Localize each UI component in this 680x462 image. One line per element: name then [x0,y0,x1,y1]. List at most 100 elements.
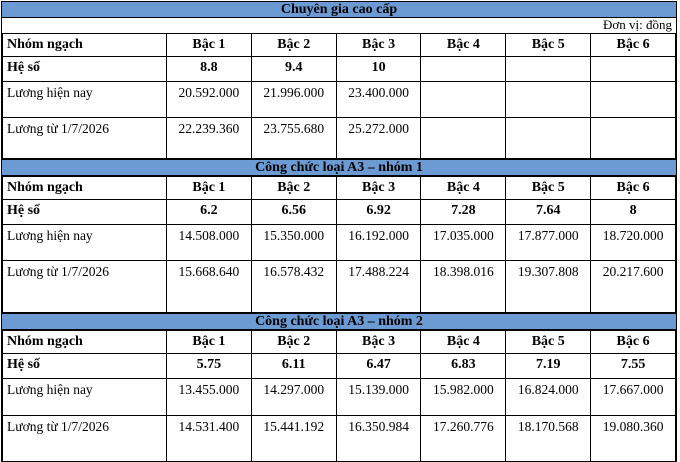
value-cell [420,81,507,118]
row-group-header: Nhóm ngạch [2,330,167,354]
current-salary-row: Lương hiện nay 13.455.000 14.297.000 15.139… [2,378,676,416]
value-cell: 25.272.000 [335,117,422,159]
value-cell: 9.4 [250,56,337,82]
value-cell: 18.398.016 [420,260,507,313]
column-header: Bậc 6 [590,330,676,354]
column-header: Bậc 4 [420,330,507,354]
value-cell [590,56,676,82]
value-cell: 17.488.224 [335,260,422,313]
column-header: Bậc 3 [335,176,422,200]
row-label: Lương hiện nay [2,378,167,416]
row-label: Lương hiện nay [2,224,167,261]
table-title-band: Công chức loại A3 – nhóm 2 [2,313,676,330]
value-cell: 7.28 [420,199,507,225]
value-cell [505,81,592,118]
value-cell: 13.455.000 [166,378,252,416]
row-label: Lương từ 1/7/2026 [2,415,167,462]
table-section-2: Công chức loại A3 – nhóm 1 Nhóm ngạch Bậc … [2,159,676,313]
value-cell: 16.192.000 [335,224,422,261]
value-cell: 5.75 [166,353,252,379]
value-cell [505,117,592,159]
column-header: Bậc 5 [505,176,592,200]
column-header: Bậc 4 [420,176,507,200]
value-cell [420,117,507,159]
row-label: Hệ số [2,353,167,379]
value-cell: 15.139.000 [335,378,422,416]
table-title-band: Công chức loại A3 – nhóm 1 [2,159,676,176]
value-cell: 17.877.000 [505,224,592,261]
column-header: Bậc 3 [335,33,422,57]
value-cell: 14.508.000 [166,224,252,261]
table-header-row: Nhóm ngạch Bậc 1 Bậc 2 Bậc 3 Bậc 4 Bậc 5 Bậc 6 [2,176,676,200]
value-cell: 21.996.000 [250,81,337,118]
value-cell: 8.8 [166,56,252,82]
value-cell: 17.260.776 [420,415,507,462]
column-header: Bậc 6 [590,33,676,57]
salary-from-2026-row: Lương từ 1/7/2026 15.668.640 16.578.432 17.… [2,260,676,313]
value-cell: 20.592.000 [166,81,252,118]
value-cell: 22.239.360 [166,117,252,159]
value-cell: 14.531.400 [166,415,252,462]
table-header-row: Nhóm ngạch Bậc 1 Bậc 2 Bậc 3 Bậc 4 Bậc 5 Bậc 6 [2,33,676,57]
coefficient-row: Hệ số 8.8 9.4 10 [2,56,676,82]
column-header: Bậc 5 [505,33,592,57]
table-header-row: Nhóm ngạch Bậc 1 Bậc 2 Bậc 3 Bậc 4 Bậc 5 Bậc 6 [2,330,676,354]
value-cell: 23.755.680 [250,117,337,159]
value-cell: 15.350.000 [250,224,337,261]
salary-table: Nhóm ngạch Bậc 1 Bậc 2 Bậc 3 Bậc 4 Bậc 5 Bậc 6… [2,176,676,313]
column-header: Bậc 1 [166,176,252,200]
value-cell: 6.83 [420,353,507,379]
value-cell: 10 [335,56,422,82]
column-header: Bậc 1 [166,330,252,354]
salary-from-2026-row: Lương từ 1/7/2026 14.531.400 15.441.192 16.… [2,415,676,462]
value-cell: 23.400.000 [335,81,422,118]
table-title-band: Chuyên gia cao cấp [2,2,676,18]
table-section-3: Công chức loại A3 – nhóm 2 Nhóm ngạch Bậc … [2,313,676,462]
column-header: Bậc 4 [420,33,507,57]
column-header: Bậc 1 [166,33,252,57]
column-header: Bậc 2 [250,33,337,57]
row-group-header: Nhóm ngạch [2,176,167,200]
row-group-header: Nhóm ngạch [2,33,167,57]
value-cell: 20.217.600 [590,260,676,313]
value-cell [420,56,507,82]
value-cell: 16.350.984 [335,415,422,462]
value-cell: 7.19 [505,353,592,379]
column-header: Bậc 2 [250,176,337,200]
value-cell: 6.92 [335,199,422,225]
table-section-1: Chuyên gia cao cấp Đơn vị: đồng Nhóm ngạch… [2,2,676,159]
value-cell: 16.824.000 [505,378,592,416]
value-cell [590,81,676,118]
column-header: Bậc 3 [335,330,422,354]
coefficient-row: Hệ số 6.2 6.56 6.92 7.28 7.64 8 [2,199,676,225]
value-cell: 19.080.360 [590,415,676,462]
value-cell: 17.035.000 [420,224,507,261]
value-cell: 15.441.192 [250,415,337,462]
value-cell: 15.982.000 [420,378,507,416]
value-cell: 6.56 [250,199,337,225]
value-cell: 14.297.000 [250,378,337,416]
column-header: Bậc 2 [250,330,337,354]
value-cell: 6.2 [166,199,252,225]
row-label: Hệ số [2,56,167,82]
value-cell: 15.668.640 [166,260,252,313]
salary-table: Nhóm ngạch Bậc 1 Bậc 2 Bậc 3 Bậc 4 Bậc 5 Bậc 6… [2,33,676,159]
unit-note: Đơn vị: đồng [2,18,676,33]
value-cell: 16.578.432 [250,260,337,313]
salary-table: Nhóm ngạch Bậc 1 Bậc 2 Bậc 3 Bậc 4 Bậc 5 Bậc 6… [2,330,676,462]
row-label: Hệ số [2,199,167,225]
value-cell: 6.47 [335,353,422,379]
coefficient-row: Hệ số 5.75 6.11 6.47 6.83 7.19 7.55 [2,353,676,379]
column-header: Bậc 6 [590,176,676,200]
value-cell: 7.55 [590,353,676,379]
column-header: Bậc 5 [505,330,592,354]
value-cell [505,56,592,82]
value-cell: 19.307.808 [505,260,592,313]
value-cell [590,117,676,159]
current-salary-row: Lương hiện nay 20.592.000 21.996.000 23.400… [2,81,676,118]
row-label: Lương từ 1/7/2026 [2,117,167,159]
value-cell: 7.64 [505,199,592,225]
current-salary-row: Lương hiện nay 14.508.000 15.350.000 16.192… [2,224,676,261]
